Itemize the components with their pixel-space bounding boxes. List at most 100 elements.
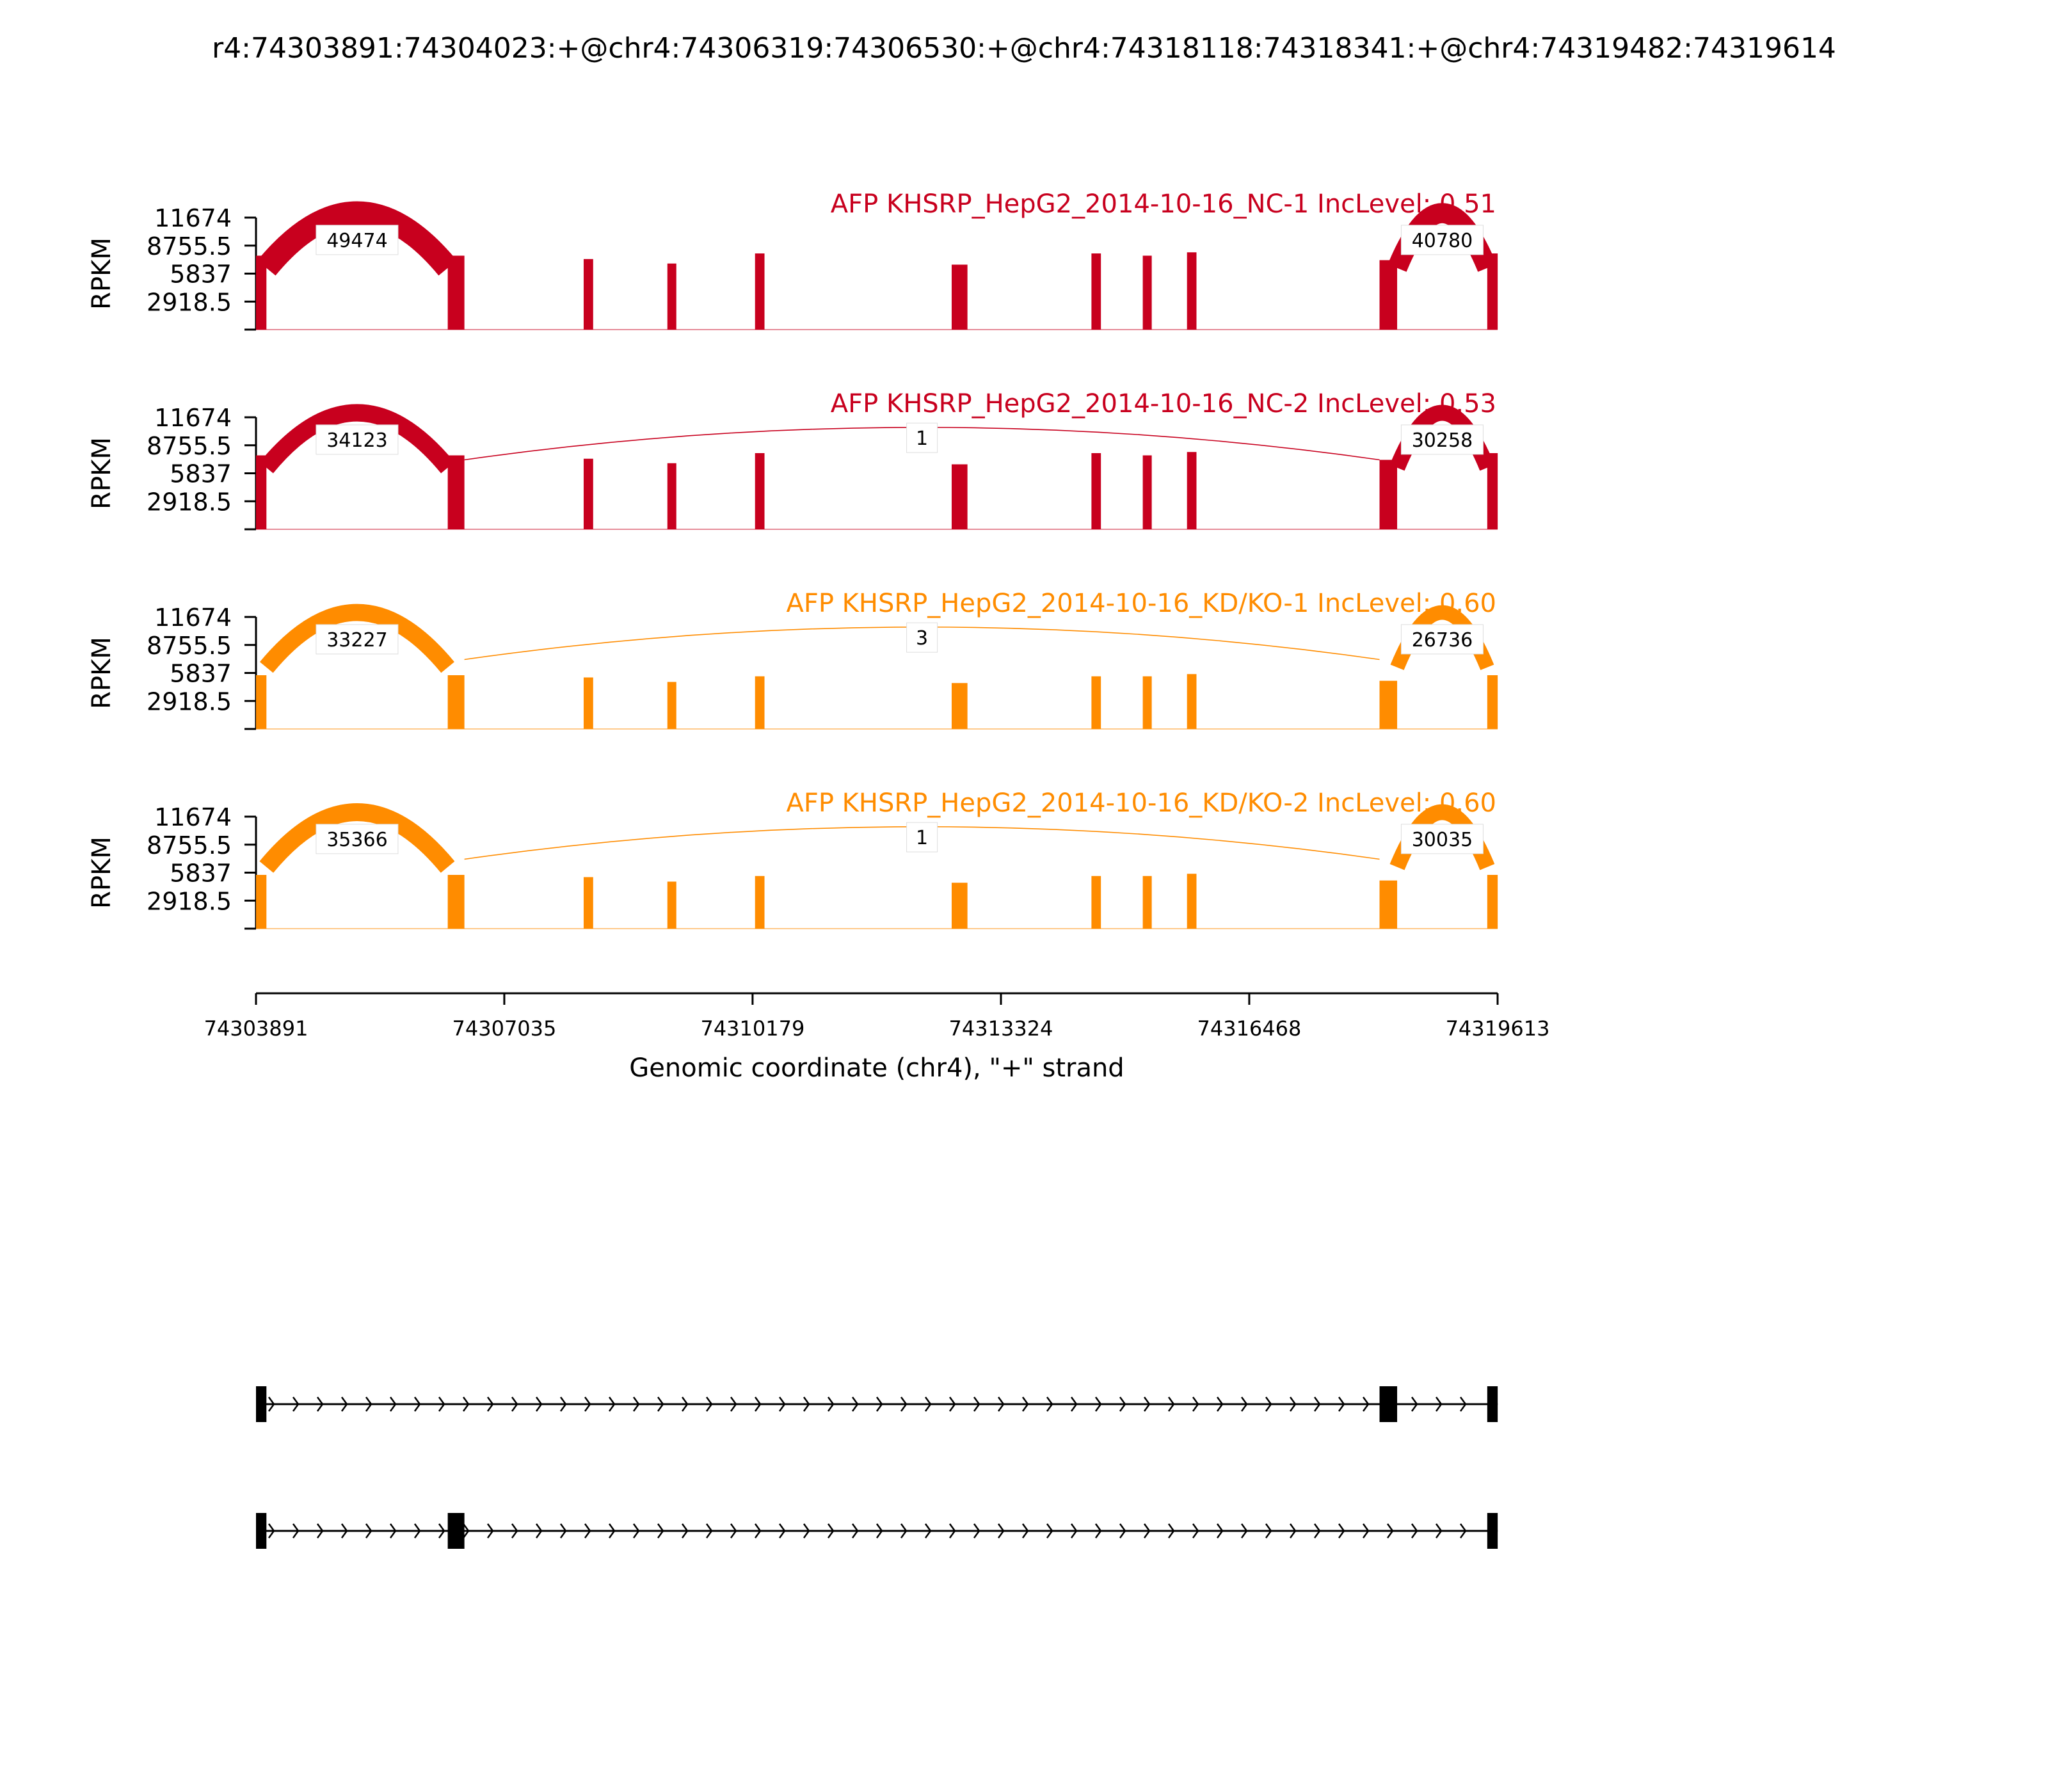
y-tick-label: 11674 [154,404,232,432]
junction-arc [259,803,455,873]
y-tick-label: 8755.5 [147,432,232,460]
exon-coverage-bar [1142,876,1152,929]
junction-label-box [1400,225,1484,255]
strand-arrow [1362,1396,1370,1412]
exon-coverage-bar [1187,452,1197,529]
strand-arrow [876,1396,883,1412]
junction-count-label: 49474 [326,230,387,252]
strand-arrow [1167,1396,1175,1412]
strand-arrow [1459,1523,1467,1539]
strand-arrow [803,1523,810,1539]
y-tick-label: 11674 [154,604,232,632]
strand-arrow [657,1396,664,1412]
sample-title: AFP KHSRP_HepG2_2014-10-16_KD/KO-2 IncLe… [786,788,1496,818]
strand-arrow [462,1396,470,1412]
exon-coverage-bar [667,463,676,529]
strand-arrow [948,1396,956,1412]
strand-arrow [754,1523,762,1539]
exon-coverage-bar [256,675,267,729]
strand-arrow [1094,1396,1102,1412]
x-axis: 74303891 74307035 74310179 74313324 74316468… [204,992,1549,1041]
strand-arrow [292,1523,300,1539]
strand-arrow [389,1523,397,1539]
strand-arrow [1021,1396,1029,1412]
junction-label-box [316,225,399,255]
strand-arrow [462,1523,470,1539]
junction-arc [259,604,454,673]
strand-arrow [1167,1523,1175,1539]
isoform [256,1513,1498,1549]
exon-coverage-bar [447,455,465,529]
strand-arrow [1338,1523,1345,1539]
junction-label-box [906,622,938,653]
y-tick-label: 8755.5 [147,831,232,860]
strand-arrow [365,1523,372,1539]
strand-arrow [1046,1523,1053,1539]
exon-coverage-bar [1142,255,1152,330]
strand-arrow [1070,1523,1078,1539]
strand-arrow [778,1396,786,1412]
exon-coverage-bar [755,453,765,529]
strand-arrow [900,1523,908,1539]
x-tick-label: 74316468 [1197,1016,1301,1041]
exon-coverage-bar [951,883,968,929]
junction-count-label: 26736 [1412,629,1473,652]
exon-block [447,1513,465,1549]
strand-arrow [316,1396,324,1412]
sample-title: AFP KHSRP_HepG2_2014-10-16_NC-1 IncLevel… [831,189,1496,219]
strand-arrow [876,1523,883,1539]
x-tick-label: 74313324 [949,1016,1053,1041]
y-axis-label: RPKM [87,437,116,509]
strand-arrow [1192,1396,1199,1412]
strand-arrow [608,1523,616,1539]
y-tick-label: 5837 [170,860,232,888]
strand-arrow [1265,1523,1272,1539]
x-tick-label: 74307035 [452,1016,557,1041]
strand-arrow [1411,1523,1418,1539]
strand-arrow [584,1396,591,1412]
junction-count-label: 1 [916,827,928,849]
strand-arrow [365,1396,372,1412]
x-tick-label: 74310179 [700,1016,804,1041]
junction-label-box [1400,624,1484,655]
junction-count-label: 1 [916,428,928,450]
strand-arrow [413,1523,421,1539]
exon-coverage-bar [583,259,593,330]
strand-arrow [1216,1396,1224,1412]
exon-coverage-bar [667,881,676,929]
exon-coverage-bar [1187,674,1197,729]
exon-block [1487,1386,1498,1422]
exon-coverage-bar [1142,455,1152,529]
exon-coverage-bar [583,677,593,729]
exon-coverage-bar [1142,676,1152,729]
exon-coverage-bar [755,253,765,330]
junction-count-label: 35366 [326,829,387,851]
strand-arrow [778,1523,786,1539]
strand-arrow [681,1523,689,1539]
junction-label-box [1400,424,1484,455]
y-tick-label: 2918.5 [147,687,232,716]
strand-arrow [1289,1396,1297,1412]
strand-arrow [1192,1523,1199,1539]
y-tick-label: 5837 [170,660,232,688]
strand-arrow [1216,1523,1224,1539]
strand-arrow [851,1523,859,1539]
strand-arrow [632,1523,640,1539]
strand-arrow [1240,1396,1248,1412]
exon-coverage-bar [1487,253,1498,330]
junction-count-label: 40780 [1412,230,1473,252]
strand-arrow [657,1523,664,1539]
strand-arrow [1435,1396,1443,1412]
exon-coverage-bar [256,875,267,929]
strand-arrow [1143,1396,1151,1412]
exon-coverage-bar [583,458,593,529]
strand-arrow [511,1523,518,1539]
strand-arrow [632,1396,640,1412]
strand-arrow [730,1396,737,1412]
strand-arrow [730,1523,737,1539]
exon-coverage-bar [951,264,968,330]
exon-coverage-bar [755,676,765,729]
strand-arrow [438,1396,445,1412]
